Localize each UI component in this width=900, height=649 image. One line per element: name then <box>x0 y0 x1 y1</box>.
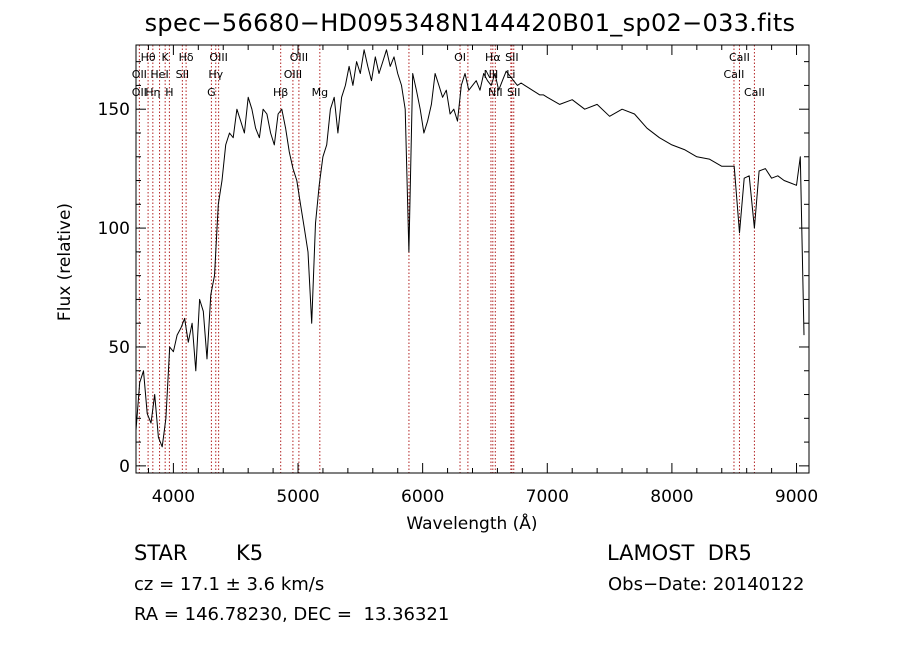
marker-label: G <box>207 86 216 99</box>
marker-label: SII <box>505 51 518 64</box>
marker-label: SII <box>507 86 520 99</box>
x-tick-label: 6000 <box>401 487 444 507</box>
marker-label: K <box>162 51 170 64</box>
marker-label: NII <box>484 68 499 81</box>
marker-label: NII <box>488 86 503 99</box>
object-type: STAR <box>134 541 188 565</box>
series-layer <box>135 49 805 448</box>
marker-label: Li <box>506 68 515 81</box>
marker-label: OIII <box>290 51 308 64</box>
x-tick-label: 9000 <box>775 487 818 507</box>
marker-label: SII <box>176 68 189 81</box>
coordinates: RA = 146.78230, DEC = 13.36321 <box>134 604 450 625</box>
marker-label: OIII <box>209 51 227 64</box>
y-tick-label: 150 <box>98 100 130 120</box>
y-tick-label: 0 <box>119 457 130 477</box>
marker-label: CaII <box>724 68 745 81</box>
marker-label: Hα <box>485 51 501 64</box>
y-axis-ticks: 0 50 100 150 <box>98 61 809 477</box>
marker-label: Hγ <box>208 68 223 81</box>
y-tick-label: 100 <box>98 219 130 239</box>
x-axis-ticks: 4000 5000 6000 7000 8000 9000 <box>147 45 818 507</box>
marker-label: Hη <box>145 86 160 99</box>
obs-date: Obs−Date: 20140122 <box>608 574 805 595</box>
x-tick-label: 7000 <box>526 487 569 507</box>
spectrum-line <box>135 49 805 448</box>
marker-label: HeI <box>150 68 168 81</box>
x-axis-label: Wavelength (Å) <box>406 512 537 534</box>
marker-label: OIII <box>284 68 302 81</box>
chart-title: spec−56680−HD095348N144420B01_sp02−033.f… <box>144 9 796 37</box>
marker-label: CaII <box>729 51 750 64</box>
redshift-value: cz = 17.1 ± 3.6 km/s <box>134 574 325 595</box>
x-tick-label: 5000 <box>276 487 319 507</box>
marker-label: CaII <box>744 86 765 99</box>
spectral-line-markers <box>138 45 755 473</box>
x-tick-label: 4000 <box>152 487 195 507</box>
y-tick-label: 50 <box>108 338 130 358</box>
marker-label: Hβ <box>273 86 288 99</box>
marker-label: OI <box>454 51 466 64</box>
y-axis-label: Flux (relative) <box>55 203 75 321</box>
marker-label: Mg <box>312 86 328 99</box>
marker-label: H <box>165 86 173 99</box>
subclass: K5 <box>236 541 264 565</box>
x-tick-label: 8000 <box>650 487 693 507</box>
survey-label: LAMOST DR5 <box>607 541 752 565</box>
marker-label: Hθ <box>141 51 156 64</box>
marker-label: Hδ <box>179 51 194 64</box>
spectral-line-labels: Hθ K Hδ OIII OIII OI Hα SII CaII OII HeI SII Hγ OIII N… <box>132 51 765 99</box>
marker-label: OII <box>132 68 147 81</box>
